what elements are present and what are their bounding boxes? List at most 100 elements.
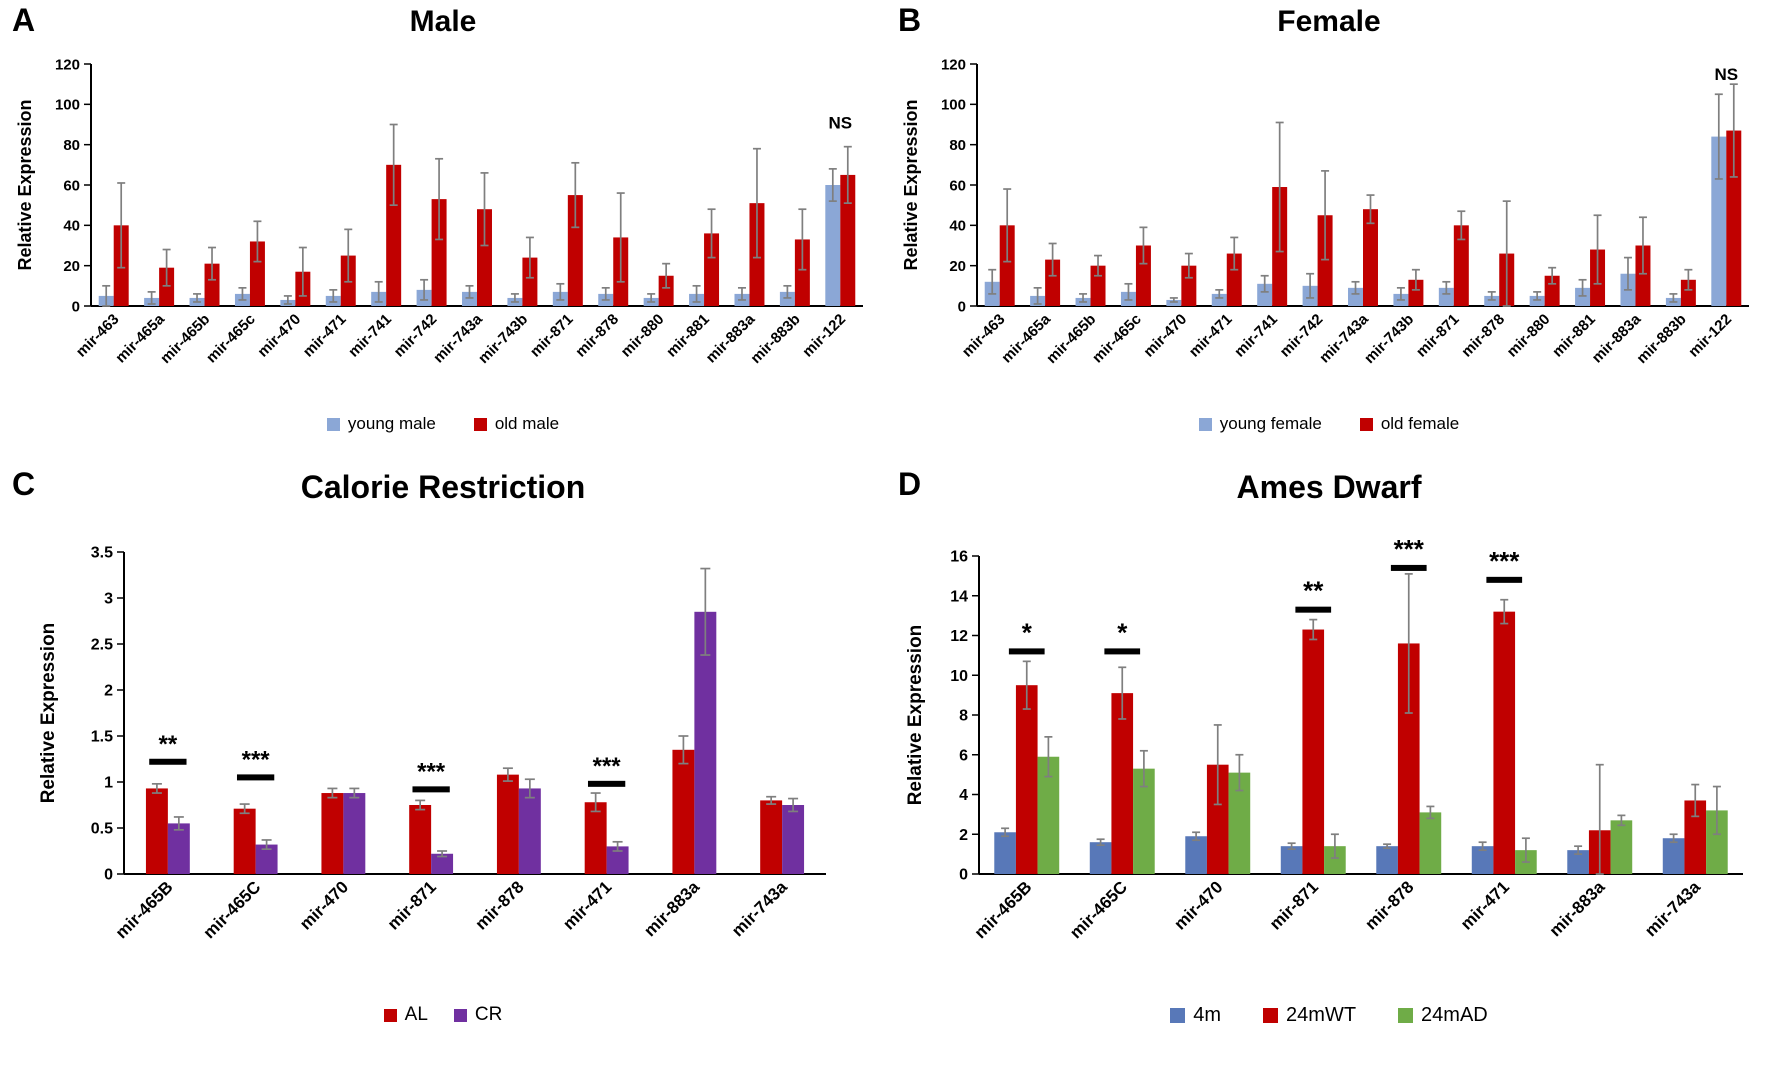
bar — [1324, 846, 1346, 874]
bar — [760, 800, 783, 874]
legend-swatch — [1263, 1008, 1279, 1023]
legend-label: young female — [1219, 414, 1322, 433]
panel-header: C Calorie Restriction — [0, 468, 886, 522]
x-category-label: mir-122 — [799, 311, 849, 361]
x-category-label: mir-465C — [1066, 877, 1131, 942]
significance-bracket — [1486, 576, 1523, 583]
bar — [704, 233, 720, 306]
legend-label: old female — [1380, 414, 1460, 433]
bar — [1438, 287, 1454, 306]
significance-annotation: ** — [159, 731, 178, 758]
y-tick-label: 0.5 — [91, 821, 113, 838]
bar — [672, 749, 695, 874]
y-axis-label: Relative Expression — [901, 99, 921, 270]
bar — [1111, 693, 1134, 874]
x-category-label: mir-465c — [1089, 311, 1145, 367]
y-tick-label: 3.5 — [91, 545, 113, 562]
legend-label: AL — [404, 1004, 428, 1025]
bar — [409, 805, 432, 874]
y-tick-label: 60 — [63, 177, 80, 194]
x-category-label: mir-743b — [1361, 311, 1417, 367]
legend-male: young male old male — [0, 414, 886, 434]
bar — [1166, 299, 1182, 306]
x-category-label: mir-465C — [200, 877, 265, 942]
bar — [167, 823, 190, 874]
panel-male: A Male Relative Expression 0 20 40 60 80 100 12… — [0, 0, 886, 458]
bar — [1493, 611, 1516, 874]
x-category-label: mir-471 — [559, 877, 615, 933]
x-category-label: mir-471 — [1186, 311, 1236, 361]
x-category-label: mir-743a — [1641, 877, 1704, 940]
bar — [204, 263, 220, 306]
y-tick-label: 2.5 — [91, 637, 113, 654]
significance-annotation: *** — [242, 746, 271, 773]
panel-header: A Male — [0, 4, 886, 50]
legend-label: 24mWT — [1286, 1004, 1357, 1026]
significance-annotation: *** — [1489, 546, 1520, 576]
x-category-label: mir-465B — [971, 877, 1036, 942]
y-tick-label: 1.5 — [91, 729, 113, 746]
significance-annotation: *** — [593, 753, 622, 780]
x-category-label: mir-743a — [728, 877, 791, 940]
y-tick-label: 6 — [959, 747, 968, 764]
bar — [1280, 846, 1303, 874]
x-category-label: mir-871 — [1266, 877, 1322, 933]
legend-female: young female old female — [886, 414, 1772, 434]
y-axis-label: Relative Expression — [38, 623, 59, 804]
y-tick-label: 80 — [63, 137, 80, 154]
x-category-label: mir-880 — [618, 311, 668, 361]
x-category-label: mir-743b — [475, 311, 531, 367]
bar — [255, 844, 278, 874]
x-category-label: mir-470 — [1170, 877, 1226, 933]
bar — [145, 788, 168, 874]
bar — [779, 291, 795, 306]
bar — [1635, 245, 1651, 306]
bar — [1133, 768, 1155, 874]
legend-swatch — [1359, 417, 1373, 431]
bar — [794, 239, 810, 306]
bar — [462, 291, 477, 306]
chart-female: Relative Expression 0 20 40 60 80 100 120 mir-46… — [901, 56, 1749, 367]
legend-item: AL — [383, 1004, 428, 1026]
bar — [782, 805, 805, 874]
bar — [1684, 800, 1707, 874]
panel-letter: A — [12, 2, 36, 38]
bar — [1135, 245, 1151, 306]
bar — [994, 832, 1016, 874]
bar — [694, 611, 717, 874]
y-tick-label: 120 — [55, 56, 80, 73]
y-tick-label: 4 — [959, 787, 968, 804]
y-tick-label: 0 — [958, 298, 966, 315]
significance-annotation: ** — [1303, 576, 1324, 606]
x-category-label: mir-465b — [1043, 311, 1099, 367]
significance-annotation: *** — [417, 758, 446, 785]
bar — [431, 853, 454, 874]
bar — [1257, 283, 1273, 306]
bar — [431, 199, 447, 306]
bar — [1037, 756, 1060, 874]
y-tick-label: 8 — [959, 708, 968, 725]
bar — [1706, 810, 1728, 874]
y-tick-label: 20 — [949, 258, 966, 275]
y-tick-label: 2 — [959, 827, 968, 844]
x-category-label: mir-465c — [203, 311, 259, 367]
legend-swatch — [453, 1008, 467, 1022]
panel-header: D Ames Dwarf — [886, 468, 1772, 522]
legend-swatch — [473, 417, 487, 431]
y-tick-label: 40 — [949, 218, 966, 235]
legend-item: old female — [1359, 414, 1460, 434]
legend-label: 24mAD — [1421, 1004, 1488, 1026]
y-axis-label: Relative Expression — [905, 625, 926, 806]
bar — [1228, 772, 1251, 874]
y-tick-label: 16 — [950, 549, 968, 566]
bar — [1317, 215, 1333, 306]
x-category-label: mir-883a — [640, 877, 703, 940]
panel-female: B Female Relative Expression 0 20 40 60 80 100… — [886, 0, 1772, 458]
significance-bracket — [587, 780, 626, 787]
panel-title: Male — [409, 5, 477, 38]
x-category-label: mir-465B — [112, 877, 177, 942]
bar — [1226, 253, 1242, 306]
x-category-label: mir-122 — [1685, 311, 1735, 361]
y-tick-label: 20 — [63, 258, 80, 275]
bar — [1529, 295, 1545, 306]
